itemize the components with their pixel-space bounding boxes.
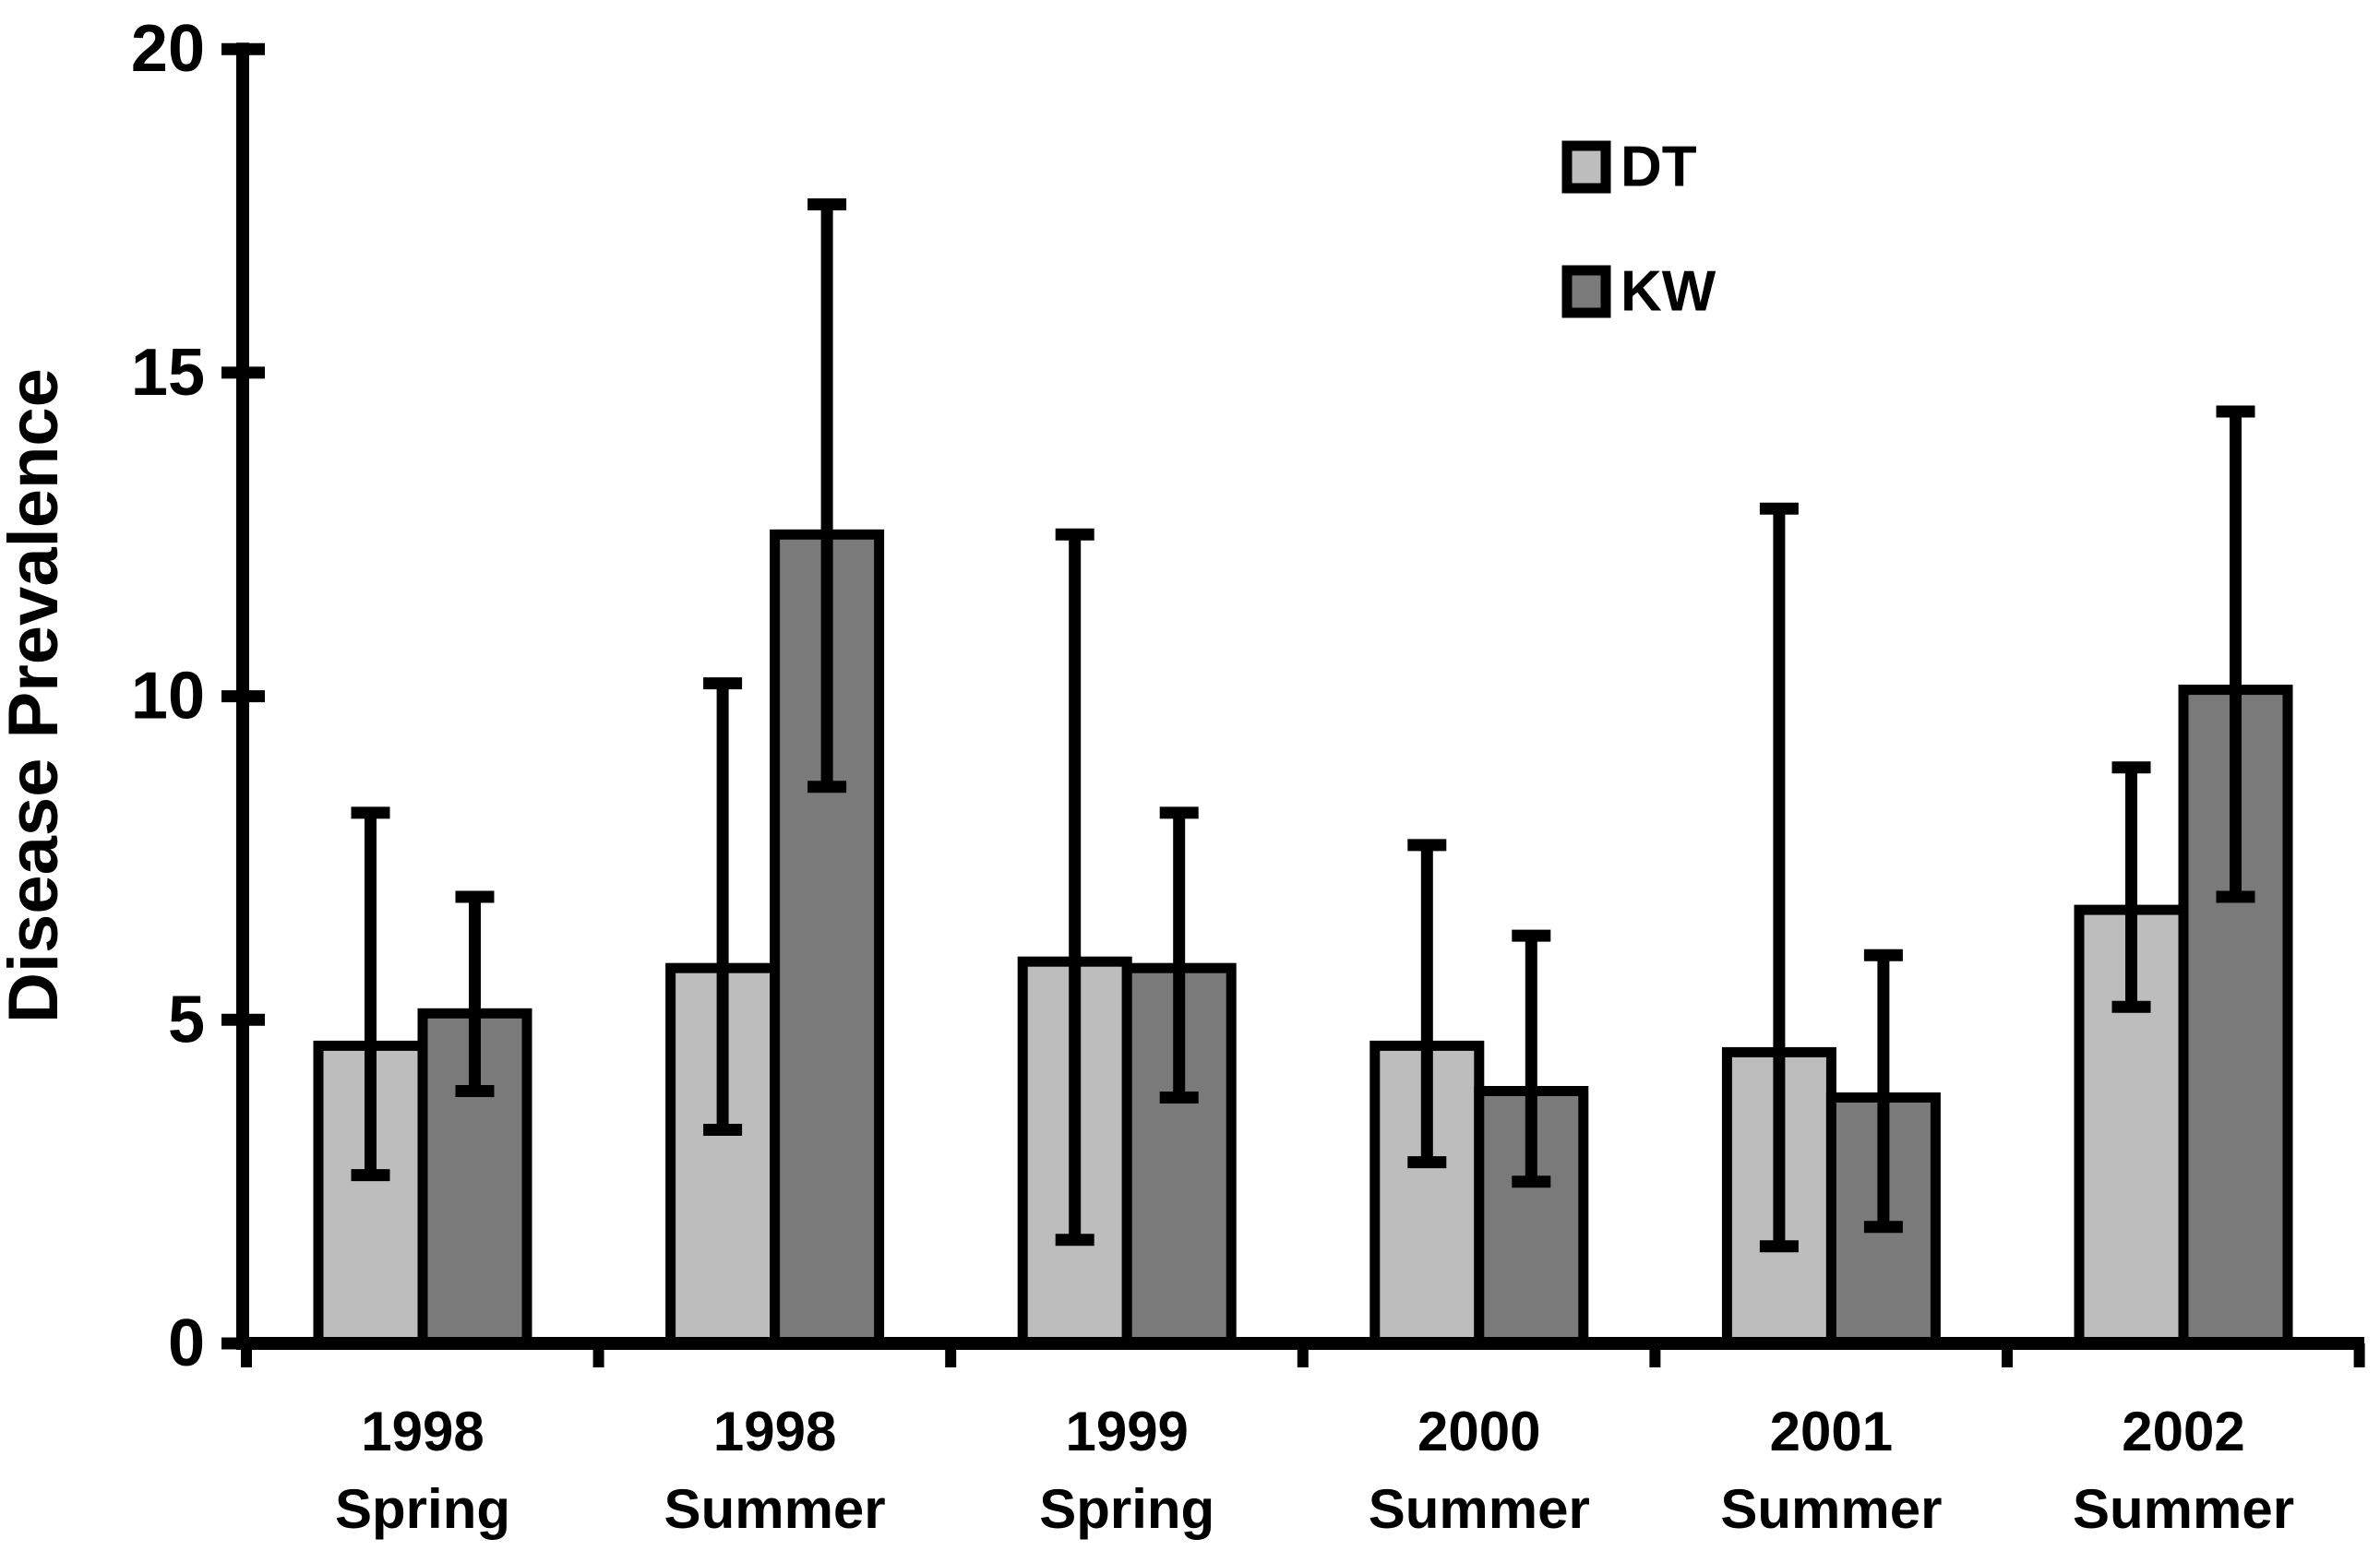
y-tick-label-20: 20: [131, 12, 205, 86]
x-label-season-5: Summer: [2073, 1478, 2294, 1540]
legend-swatch-dt: [1561, 140, 1611, 194]
x-label-season-4: Summer: [1720, 1478, 1942, 1540]
plot-area: 0 5 10 15 20 1998 Spring 1998 Summer 1999 Spring 20…: [131, 12, 2365, 1540]
y-tick-label-10: 10: [131, 660, 205, 734]
x-label-season-0: Spring: [335, 1478, 510, 1540]
x-label-season-1: Summer: [664, 1478, 886, 1540]
x-label-year-3: 2000: [1417, 1401, 1540, 1462]
legend-label-dt: DT: [1621, 136, 1697, 199]
y-tick-label-5: 5: [168, 983, 205, 1056]
legend-label-kw: KW: [1621, 260, 1716, 324]
x-label-year-4: 2001: [1770, 1401, 1893, 1462]
legend-swatch-kw: [1561, 265, 1611, 318]
x-label-year-0: 1998: [361, 1401, 484, 1462]
x-label-year-5: 2002: [2122, 1401, 2244, 1462]
y-tick-label-0: 0: [168, 1306, 205, 1380]
y-axis-title: Disease Prevalence: [0, 368, 73, 1023]
y-tick-label-15: 15: [131, 336, 205, 410]
x-label-year-2: 1999: [1065, 1401, 1188, 1462]
x-label-year-1: 1998: [713, 1401, 836, 1462]
legend: DT KW: [1561, 136, 1716, 324]
x-label-season-2: Spring: [1039, 1478, 1214, 1540]
x-label-season-3: Summer: [1369, 1478, 1590, 1540]
